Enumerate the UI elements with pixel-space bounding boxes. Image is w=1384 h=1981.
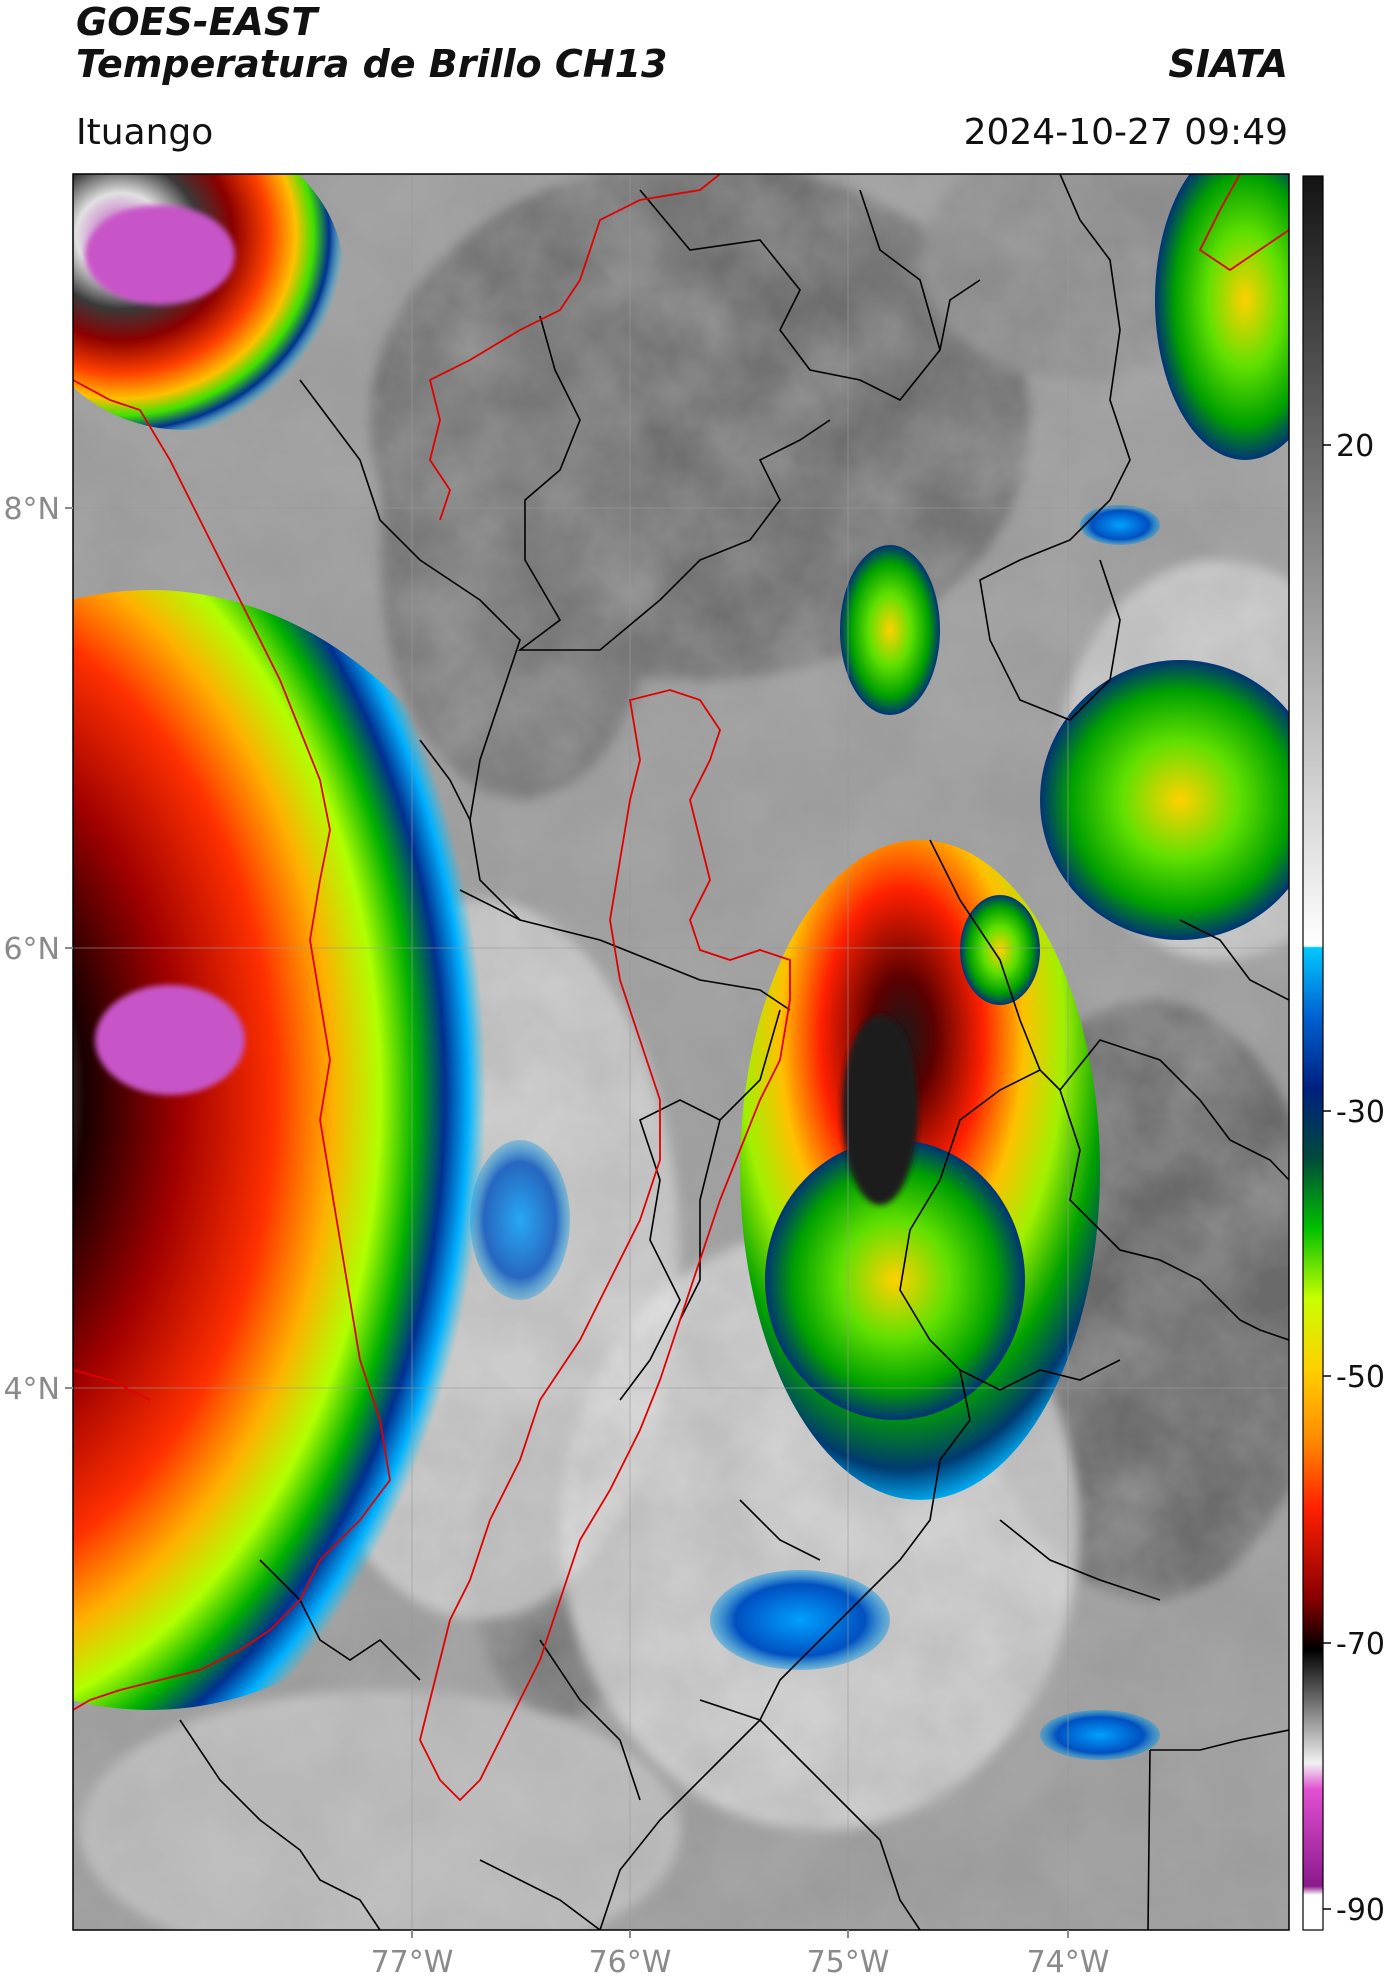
satellite-image bbox=[73, 174, 1289, 1930]
colorbar: 20 -30 -50 -70 -90 bbox=[1302, 175, 1384, 1931]
colorbar-gradient bbox=[1302, 175, 1324, 1931]
red-boundaries bbox=[73, 174, 1289, 1802]
lat-label-6n: 6°N bbox=[3, 932, 60, 967]
graticule bbox=[73, 174, 1289, 1930]
colorbar-label-minus50: -50 bbox=[1336, 1360, 1384, 1395]
colorbar-label-minus30: -30 bbox=[1336, 1095, 1384, 1130]
admin-boundaries bbox=[179, 174, 1289, 1930]
lon-label-74w: 74°W bbox=[1027, 1945, 1110, 1980]
lon-label-77w: 77°W bbox=[371, 1945, 454, 1980]
colorbar-label-minus90: -90 bbox=[1336, 1893, 1384, 1928]
product-title: Temperatura de Brillo CH13 bbox=[76, 42, 668, 86]
colorbar-label-20: 20 bbox=[1336, 429, 1374, 464]
colorbar-label-minus70: -70 bbox=[1336, 1627, 1384, 1662]
map-frame bbox=[72, 173, 1290, 1931]
brand-label: SIATA bbox=[1168, 42, 1288, 86]
location-label: Ituango bbox=[76, 112, 214, 153]
lat-label-8n: 8°N bbox=[3, 492, 60, 527]
lon-label-75w: 75°W bbox=[807, 1945, 890, 1980]
satellite-title: GOES-EAST bbox=[76, 0, 318, 44]
lon-label-76w: 76°W bbox=[589, 1945, 672, 1980]
lat-label-4n: 4°N bbox=[3, 1372, 60, 1407]
datetime-label: 2024-10-27 09:49 bbox=[963, 112, 1288, 153]
